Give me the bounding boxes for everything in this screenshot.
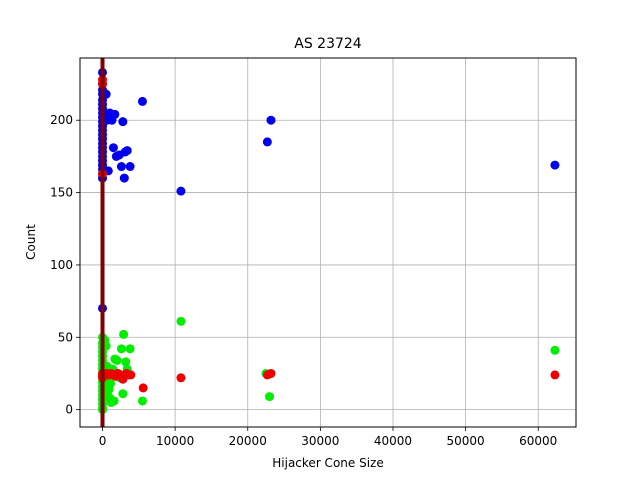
y-tick-label: 50 xyxy=(58,330,73,344)
data-point xyxy=(118,117,128,127)
data-point xyxy=(176,316,186,326)
data-point xyxy=(550,370,560,380)
data-point xyxy=(176,186,186,196)
y-tick-label: 200 xyxy=(50,113,73,127)
data-point xyxy=(137,396,147,406)
data-point xyxy=(266,368,276,378)
data-point xyxy=(110,109,120,119)
data-point xyxy=(550,345,560,355)
data-point xyxy=(550,160,560,170)
grid-lines xyxy=(80,58,576,427)
data-point xyxy=(262,137,272,147)
x-tick-label: 50000 xyxy=(447,434,485,448)
data-point xyxy=(138,383,148,393)
data-point xyxy=(112,355,122,365)
data-point xyxy=(106,379,116,389)
scatter-points xyxy=(98,67,560,415)
x-tick-label: 40000 xyxy=(374,434,412,448)
data-point xyxy=(119,173,129,183)
plot-frame xyxy=(79,57,577,428)
x-axis-ticks: 0 10000 20000 30000 40000 50000 60000 xyxy=(99,427,557,448)
y-tick-label: 150 xyxy=(50,186,73,200)
data-point xyxy=(125,344,135,354)
data-point xyxy=(137,96,147,106)
data-point xyxy=(118,374,128,384)
data-point xyxy=(122,146,132,156)
data-point xyxy=(116,344,126,354)
data-point xyxy=(119,329,129,339)
x-tick-label: 60000 xyxy=(519,434,557,448)
y-tick-label: 0 xyxy=(65,403,73,417)
data-point xyxy=(103,390,113,400)
y-tick-label: 100 xyxy=(50,258,73,272)
data-point xyxy=(121,357,131,367)
x-tick-label: 0 xyxy=(99,434,107,448)
data-point xyxy=(266,115,276,125)
x-axis-label: Hijacker Cone Size xyxy=(272,456,383,470)
data-point xyxy=(116,162,126,172)
data-point xyxy=(108,143,118,153)
y-axis-ticks: 0 50 100 150 200 xyxy=(50,113,80,417)
data-point xyxy=(109,396,119,406)
data-point xyxy=(118,389,128,399)
chart-title: AS 23724 xyxy=(294,36,362,52)
data-point xyxy=(176,373,186,383)
x-tick-label: 10000 xyxy=(156,434,194,448)
data-point xyxy=(265,392,275,402)
x-tick-label: 20000 xyxy=(229,434,267,448)
x-tick-label: 30000 xyxy=(301,434,339,448)
data-point xyxy=(125,162,135,172)
y-axis-label: Count xyxy=(24,224,38,260)
data-point xyxy=(126,370,136,380)
